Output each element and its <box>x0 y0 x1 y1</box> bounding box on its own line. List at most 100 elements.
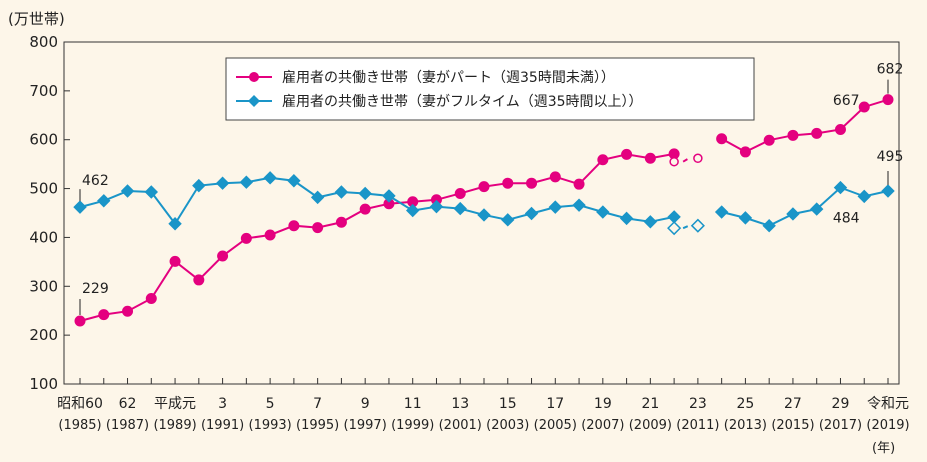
x-tick-label-era: 15 <box>499 396 517 412</box>
series-line <box>79 152 675 322</box>
data-point-full-time <box>144 185 159 199</box>
y-tick-label: 600 <box>29 131 58 149</box>
y-tick-label: 700 <box>29 82 58 100</box>
data-point-part-time <box>240 232 252 244</box>
series-layer <box>73 94 895 327</box>
data-point-part-time <box>693 153 703 164</box>
data-point-part-time <box>74 315 86 327</box>
data-point-part-time <box>716 133 728 145</box>
data-point-part-time <box>98 309 110 321</box>
series-part-time <box>74 94 894 327</box>
data-point-part-time <box>549 171 561 183</box>
data-point-part-time <box>526 177 538 189</box>
x-tick-label-era: 7 <box>313 396 322 412</box>
data-point-full-time <box>192 178 206 193</box>
data-point-full-time <box>97 194 111 208</box>
data-point-full-time <box>667 221 682 236</box>
x-tick-label-year: (2005) <box>534 418 577 433</box>
data-point-full-time <box>738 211 753 225</box>
data-point-full-time <box>690 218 705 233</box>
data-point-full-time <box>596 205 610 219</box>
data-point-full-time <box>714 205 729 219</box>
legend-marker-part <box>249 72 259 82</box>
x-tick-label-era: 25 <box>736 396 754 412</box>
data-point-part-time <box>621 148 633 160</box>
x-tick-label-year: (2009) <box>629 418 672 433</box>
series-line <box>79 176 675 226</box>
x-tick-label-year: (1997) <box>344 418 387 433</box>
data-label: 682 <box>877 62 904 78</box>
x-tick-label-era: 9 <box>361 396 370 412</box>
data-point-part-time <box>811 127 823 139</box>
data-point-full-time <box>857 189 871 204</box>
x-tick-label-era: 11 <box>404 396 422 412</box>
x-tick-label-year: (1989) <box>153 418 196 433</box>
x-tick-label-year: (2001) <box>439 418 482 433</box>
data-point-full-time <box>382 189 396 203</box>
x-tick-label-era: 19 <box>594 396 612 412</box>
x-tick-label-era: 昭和60 <box>57 396 103 412</box>
data-point-part-time <box>573 178 585 190</box>
x-tick-label-year: (2003) <box>486 418 529 433</box>
data-point-part-time <box>644 152 656 164</box>
data-point-part-time <box>335 216 347 228</box>
x-tick-label-year: (2019) <box>866 418 909 433</box>
x-tick-label-year: (1993) <box>249 418 292 433</box>
data-point-full-time <box>477 208 491 222</box>
x-tick-label-era: 令和元 <box>867 396 909 412</box>
data-point-part-time <box>882 94 894 106</box>
data-point-part-time <box>454 187 466 199</box>
data-point-part-time <box>145 293 157 304</box>
data-point-part-time <box>264 229 276 241</box>
data-label: 495 <box>877 149 904 165</box>
data-point-full-time <box>405 203 420 218</box>
y-tick-label: 400 <box>29 228 58 246</box>
data-point-full-time <box>619 211 634 226</box>
x-tick-label-year: (1991) <box>201 418 244 433</box>
series-gap-dash <box>682 224 690 230</box>
axes-layer: 100 200 300 400 500 600 700 800 昭和60 (1985) 62 (198… <box>29 33 909 433</box>
y-tick-label: 200 <box>29 326 58 344</box>
x-tick-label-era: 23 <box>689 396 707 412</box>
legend: 雇用者の共働き世帯（妻がパート（週35時間未満）） 雇用者の共働き世帯（妻がフル… <box>225 57 755 121</box>
data-point-full-time <box>786 207 800 221</box>
data-point-full-time <box>762 218 776 233</box>
x-tick-label-year: (2007) <box>581 418 624 433</box>
data-point-part-time <box>288 220 300 232</box>
x-tick-label-era: 5 <box>266 396 275 412</box>
data-point-full-time <box>310 190 325 205</box>
data-point-part-time <box>739 146 751 158</box>
data-point-part-time <box>359 203 371 215</box>
x-tick-label-year: (2015) <box>771 418 814 433</box>
legend-label-full: 雇用者の共働き世帯（妻がフルタイム（週35時間以上）） <box>282 93 643 110</box>
data-point-part-time <box>502 177 514 189</box>
x-tick-label-year: (1987) <box>106 418 149 433</box>
x-tick-label-era: 62 <box>119 396 137 412</box>
x-tick-label-era: 29 <box>832 396 850 412</box>
data-point-full-time <box>429 199 444 214</box>
data-point-part-time <box>478 181 490 193</box>
data-point-part-time <box>858 101 870 113</box>
y-tick-label: 300 <box>29 277 58 295</box>
data-point-full-time <box>120 184 135 198</box>
series-full-time <box>73 171 895 236</box>
legend-marker-full <box>248 95 260 107</box>
data-point-full-time <box>239 175 254 189</box>
data-point-part-time <box>597 154 609 166</box>
x-tick-label-era: 平成元 <box>154 396 196 412</box>
data-point-full-time <box>73 200 87 214</box>
x-tick-label-era: 3 <box>218 396 227 412</box>
data-point-full-time <box>168 217 182 231</box>
x-tick-label-era: 27 <box>784 396 802 412</box>
legend-label-part: 雇用者の共働き世帯（妻がパート（週35時間未満）） <box>282 69 615 86</box>
data-label: 462 <box>82 173 109 189</box>
x-tick-label-era: 13 <box>451 396 469 412</box>
x-tick-label-era: 17 <box>546 396 564 412</box>
data-label: 667 <box>833 93 860 109</box>
data-point-full-time <box>501 213 515 227</box>
data-label: 484 <box>833 210 860 226</box>
data-point-full-time <box>215 176 230 190</box>
data-point-part-time <box>122 305 134 317</box>
